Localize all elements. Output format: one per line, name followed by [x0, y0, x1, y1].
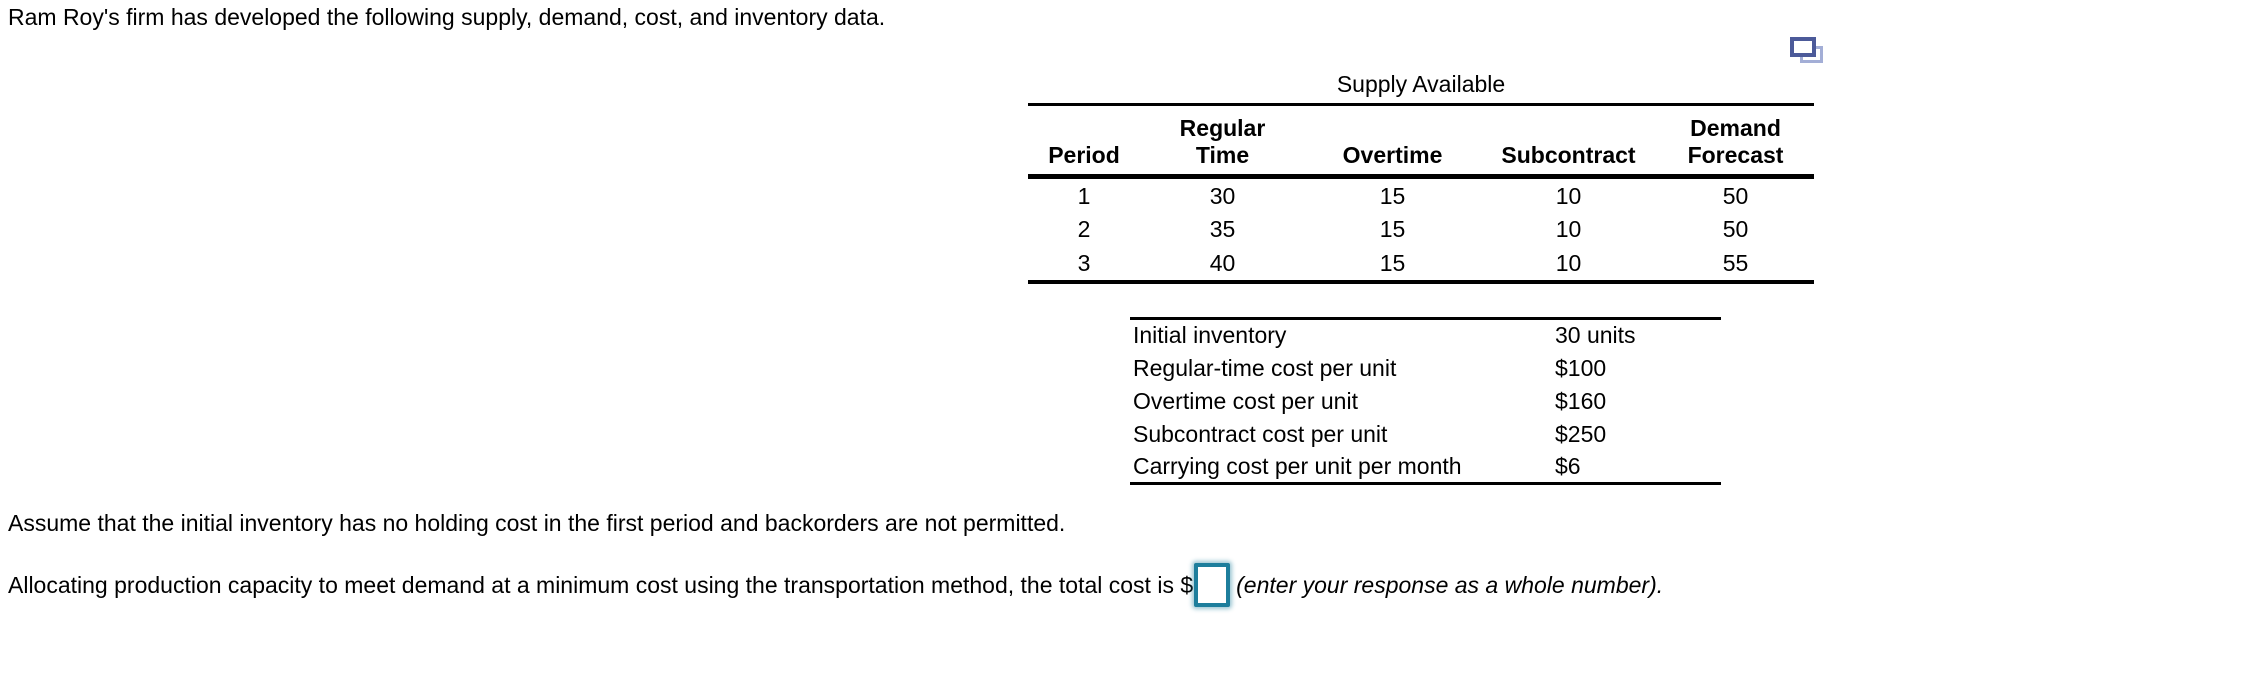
table-row: 1 30 15 10 50: [1028, 177, 1814, 212]
cell-overtime: 15: [1379, 215, 1406, 242]
cost-row: Carrying cost per unit per month $6: [1130, 451, 1721, 484]
cell-demand-forecast: 50: [1722, 215, 1749, 242]
table-row: 3 40 15 10 55: [1028, 247, 1814, 282]
cell-demand-forecast: 55: [1722, 249, 1749, 276]
supply-table-block: Supply Available Period Regular Time Ove…: [1028, 72, 1814, 284]
cost-row: Subcontract cost per unit $250: [1130, 418, 1721, 451]
col-header-regular-time: Regular Time: [1140, 104, 1305, 179]
col-header-overtime: Overtime: [1305, 104, 1480, 179]
cost-label: Regular-time cost per unit: [1133, 354, 1397, 381]
cost-table: Initial inventory 30 units Regular-time …: [1130, 317, 1721, 485]
supply-table-title: Supply Available: [1336, 71, 1506, 97]
cell-demand-forecast: 50: [1722, 183, 1749, 210]
copy-icon-glyph: [1790, 37, 1823, 63]
cost-value: $160: [1555, 387, 1607, 414]
cost-table-block: Initial inventory 30 units Regular-time …: [1130, 317, 1721, 485]
assumption-text: Assume that the initial inventory has no…: [8, 510, 1066, 536]
question-text: Allocating production capacity to meet d…: [8, 571, 1194, 598]
cost-label: Overtime cost per unit: [1133, 387, 1358, 414]
copy-icon[interactable]: [1790, 37, 1824, 65]
supply-table: Period Regular Time Overtime Subcontract…: [1028, 103, 1814, 284]
cell-overtime: 15: [1379, 183, 1406, 210]
cell-regular-time: 30: [1209, 183, 1236, 210]
total-cost-input[interactable]: [1194, 563, 1231, 607]
cell-subcontract: 10: [1555, 249, 1582, 276]
intro-text: Ram Roy's firm has developed the followi…: [8, 4, 886, 30]
question-line: Allocating production capacity to meet d…: [8, 560, 1663, 610]
cell-regular-time: 35: [1209, 215, 1236, 242]
cell-period: 3: [1077, 249, 1091, 276]
answer-format-hint: (enter your response as a whole number).: [1236, 571, 1664, 598]
col-header-demand-forecast: Demand Forecast: [1657, 104, 1814, 179]
cost-label: Subcontract cost per unit: [1133, 420, 1388, 447]
cost-value: $250: [1555, 420, 1607, 447]
cell-subcontract: 10: [1555, 215, 1582, 242]
cost-row: Regular-time cost per unit $100: [1130, 352, 1721, 385]
col-header-period: Period: [1028, 104, 1140, 179]
cell-period: 1: [1077, 183, 1091, 210]
cost-value: $6: [1555, 452, 1581, 479]
cell-overtime: 15: [1379, 249, 1406, 276]
cost-value: $100: [1555, 354, 1607, 381]
cost-value: 30 units: [1555, 322, 1636, 349]
cell-period: 2: [1077, 215, 1091, 242]
cost-row: Initial inventory 30 units: [1130, 319, 1721, 352]
cell-subcontract: 10: [1555, 183, 1582, 210]
cost-label: Initial inventory: [1133, 322, 1287, 349]
cell-regular-time: 40: [1209, 249, 1236, 276]
col-header-subcontract: Subcontract: [1480, 104, 1657, 179]
cost-label: Carrying cost per unit per month: [1133, 452, 1462, 479]
table-row: 2 35 15 10 50: [1028, 212, 1814, 247]
supply-header-row: Period Regular Time Overtime Subcontract…: [1028, 104, 1814, 179]
cost-row: Overtime cost per unit $160: [1130, 385, 1721, 418]
